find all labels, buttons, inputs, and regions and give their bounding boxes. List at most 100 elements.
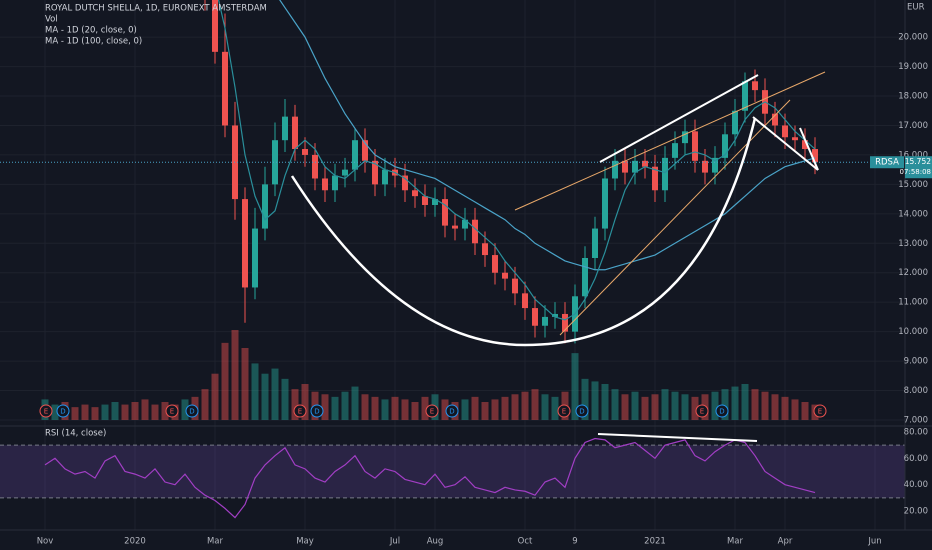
event-label: E [430,408,434,416]
candle-body [602,178,608,229]
candle-body [652,166,658,191]
volume-bar [161,402,169,420]
volume-bar [491,399,499,420]
volume-bar [241,348,249,420]
volume-bar [581,378,589,420]
volume-bar [481,402,489,420]
trend-line [514,71,826,211]
event-label: E [44,408,48,416]
ma100-line [279,0,816,271]
volume-bar [381,399,389,420]
candle-body [752,81,758,91]
resistance-line [599,74,759,163]
event-marker [695,404,709,418]
event-marker [310,404,324,418]
pennant-line [752,116,819,171]
volume-bar [421,396,429,420]
candle-body [422,196,428,205]
volume-bar [291,389,299,420]
volume-bar [151,404,159,420]
candle-body [352,140,358,170]
candle-body [692,131,698,161]
y-tick-label: 7.000 [904,415,928,425]
x-tick-label: Mar [727,537,744,547]
candle-body [722,134,728,158]
event-label: E [700,408,704,416]
volume-bar [801,402,809,420]
volume-bar [591,381,599,420]
candle-body [302,149,308,155]
volume-bar [751,389,759,420]
event-label: E [818,408,822,416]
volume-bar [671,391,679,420]
x-tick-label: 9 [572,537,577,547]
volume-bar [371,396,379,420]
x-tick-label: Jun [867,537,881,547]
candle-body [362,140,368,161]
y-tick-label: 8.000 [904,386,928,396]
candle-body [372,160,378,185]
volume-bar [511,394,519,420]
volume-bar [261,373,269,420]
x-tick-label: Apr [778,537,793,547]
volume-bar [551,396,559,420]
rsi-line [44,437,816,519]
candle-body [242,199,248,288]
volume-bar [681,394,689,420]
volume-bar [391,396,399,420]
pennant-line [799,127,819,171]
volume-bar [441,399,449,420]
cup-curve [290,117,757,347]
volume-bar [711,391,719,420]
x-tick-label: Nov [37,537,54,547]
rsi-band [0,445,905,498]
candle-body [432,199,438,205]
volume-bar [631,391,639,420]
volume-bar [281,378,289,420]
volume-bar [201,389,209,420]
volume-bar [181,399,189,420]
rsi-tick-label: 40.00 [904,480,928,490]
legend-item: Vol [45,15,58,25]
volume-bar [721,389,729,420]
y-tick-label: 20.000 [898,33,928,43]
x-tick-label: Mar [207,537,224,547]
event-label: D [579,408,584,416]
candle-body [632,160,638,173]
volume-bar [71,407,79,420]
event-marker [39,404,53,418]
candle-body [502,272,508,279]
volume-bar [101,404,109,420]
symbol-tag [870,156,904,169]
volume-bar [141,399,149,420]
candle-body [622,160,628,173]
volume-bar [401,399,409,420]
volume-bar [81,404,89,420]
candle-body [792,137,798,141]
event-label: E [562,408,566,416]
volume-bar [521,391,529,420]
candle-body [442,199,448,226]
candle-body [452,225,458,229]
volume-bar [641,396,649,420]
volume-bar [761,391,769,420]
candle-body [582,258,588,297]
event-label: D [60,408,65,416]
y-tick-label: 18.000 [898,92,928,102]
y-tick-label: 10.000 [898,327,928,337]
y-tick-label: 19.000 [898,62,928,72]
volume-bar [741,384,749,420]
volume-bar [471,396,479,420]
candle-body [522,293,528,309]
event-label: D [189,408,194,416]
volume-bar [541,394,549,420]
candle-body [222,51,228,126]
x-tick-label: Jul [389,537,400,547]
price-tag [905,156,932,179]
event-marker [557,404,571,418]
event-marker [425,404,439,418]
candle-body [402,175,408,191]
candle-body [812,149,818,163]
candle-body [412,190,418,197]
